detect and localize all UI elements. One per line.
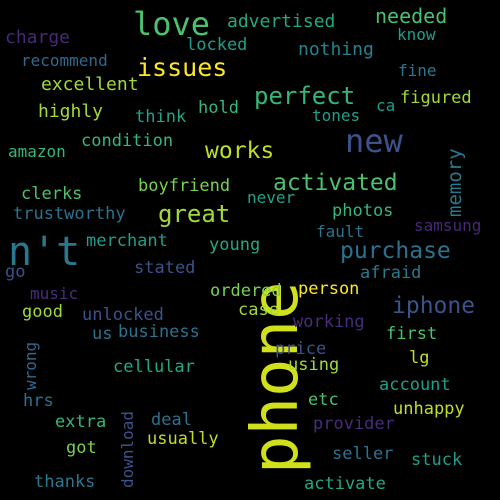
word-boyfriend: boyfriend bbox=[138, 176, 231, 196]
word-hrs: hrs bbox=[23, 391, 54, 411]
word-activated: activated bbox=[273, 170, 398, 196]
word-excellent: excellent bbox=[41, 74, 139, 95]
word-go: go bbox=[5, 262, 26, 282]
word-us: us bbox=[92, 324, 113, 344]
word-stuck: stuck bbox=[411, 450, 463, 470]
word-account: account bbox=[379, 375, 451, 395]
word-condition: condition bbox=[81, 131, 174, 151]
word-samsung: samsung bbox=[414, 216, 482, 235]
word-advertised: advertised bbox=[227, 11, 336, 32]
word-extra: extra bbox=[55, 412, 107, 432]
word-using: using bbox=[288, 355, 340, 375]
word-love: love bbox=[133, 5, 211, 43]
word-stated: stated bbox=[134, 258, 196, 278]
word-person: person bbox=[298, 279, 360, 299]
word-case: case bbox=[238, 300, 279, 320]
word-clerks: clerks bbox=[21, 184, 83, 204]
word-nothing: nothing bbox=[298, 39, 374, 60]
word-fault: fault bbox=[316, 222, 365, 241]
word-needed: needed bbox=[375, 4, 448, 28]
word-seller: seller bbox=[332, 444, 394, 464]
word-cellular: cellular bbox=[113, 357, 195, 377]
word-wrong: wrong bbox=[21, 341, 40, 390]
word-thanks: thanks bbox=[34, 472, 96, 492]
word-working: working bbox=[293, 312, 365, 332]
word-unlocked: unlocked bbox=[82, 305, 164, 325]
word-charge: charge bbox=[5, 27, 71, 48]
word-deal: deal bbox=[151, 410, 192, 430]
word-tones: tones bbox=[312, 106, 361, 125]
word-know: know bbox=[397, 25, 436, 44]
word-young: young bbox=[209, 235, 261, 255]
word-provider: provider bbox=[313, 414, 395, 434]
word-etc: etc bbox=[308, 390, 339, 410]
word-great: great bbox=[158, 200, 231, 228]
word-memory: memory bbox=[444, 148, 466, 217]
word-iphone: iphone bbox=[392, 293, 476, 319]
word-business: business bbox=[118, 322, 200, 342]
word-music: music bbox=[30, 284, 79, 303]
word-issues: issues bbox=[137, 53, 228, 82]
word-think: think bbox=[135, 107, 187, 127]
word-merchant: merchant bbox=[86, 231, 168, 251]
word-purchase: purchase bbox=[340, 238, 451, 264]
word-usually: usually bbox=[147, 429, 219, 449]
word-recommend: recommend bbox=[21, 51, 108, 70]
word-download: download bbox=[118, 410, 137, 488]
word-ca: ca bbox=[376, 96, 396, 115]
word-afraid: afraid bbox=[360, 263, 422, 283]
word-fine: fine bbox=[398, 61, 437, 80]
word-activate: activate bbox=[304, 474, 386, 494]
word-trustworthy: trustworthy bbox=[13, 204, 126, 224]
word-unhappy: unhappy bbox=[393, 399, 465, 419]
word-got: got bbox=[66, 438, 97, 458]
word-photos: photos bbox=[332, 201, 394, 221]
word-amazon: amazon bbox=[8, 142, 66, 161]
word-figured: figured bbox=[400, 88, 472, 108]
word-perfect: perfect bbox=[254, 82, 356, 110]
word-highly: highly bbox=[38, 101, 104, 122]
word-n-t: n't bbox=[8, 229, 81, 275]
word-never: never bbox=[247, 188, 296, 207]
word-works: works bbox=[205, 138, 275, 164]
word-locked: locked bbox=[186, 35, 248, 55]
word-first: first bbox=[386, 324, 438, 344]
word-price: price bbox=[275, 339, 327, 359]
word-new: new bbox=[345, 122, 403, 160]
word-ordered: ordered bbox=[210, 281, 282, 301]
word-lg: lg bbox=[409, 348, 430, 368]
word-good: good bbox=[22, 302, 63, 322]
word-hold: hold bbox=[198, 98, 239, 118]
